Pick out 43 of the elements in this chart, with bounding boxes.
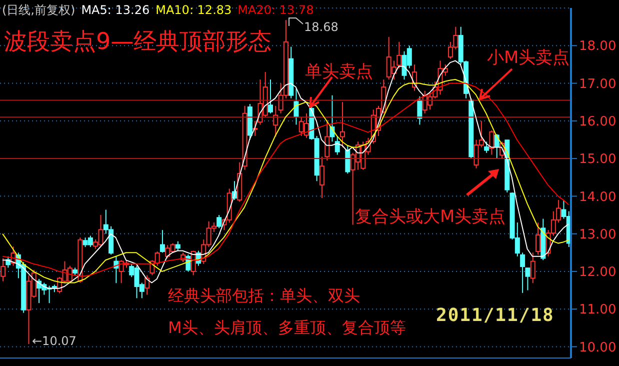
candlestick (268, 79, 273, 114)
y-tick-label: 13.00 (579, 227, 616, 242)
candlestick (294, 88, 299, 126)
annotation: ←10.07 (32, 334, 76, 348)
text: MA20: 13.78 (238, 3, 314, 17)
candlestick (525, 267, 530, 291)
annotation: 2011/11/18 (436, 305, 554, 326)
candlestick (340, 102, 346, 148)
candlestick (417, 96, 422, 126)
candlestick (535, 222, 540, 256)
annotation: M头、头肩顶、多重顶、复合顶等 (168, 318, 406, 339)
annotation: 复合头或大M头卖点 (355, 206, 506, 228)
y-tick-label: 18.00 (579, 39, 616, 54)
candlestick (484, 141, 490, 154)
y-tick-label: 14.00 (579, 190, 616, 205)
y-tick-label: 10.00 (579, 340, 616, 356)
candlestick (396, 41, 402, 69)
y-tick-label: 11.00 (579, 302, 616, 318)
text: MA5: 13.26 (81, 3, 150, 17)
candlestick (345, 144, 350, 174)
candlestick (160, 230, 165, 254)
chart-subtitle: (日线,前复权) (2, 3, 76, 17)
candlestick (530, 252, 536, 284)
y-tick-label: 17.00 (579, 76, 616, 92)
candlestick (273, 105, 278, 138)
y-tick-label: 15.00 (579, 152, 616, 168)
text: 波段卖点9—经典顶部形态 (4, 28, 272, 57)
annotation: 单头卖点 (305, 61, 373, 83)
y-tick-label: 16.00 (579, 114, 616, 130)
candlestick (216, 214, 222, 229)
annotation: 18.68 (304, 20, 338, 34)
candlestick (520, 252, 526, 294)
annotation: 小M头卖点 (487, 47, 570, 69)
candlestick (190, 250, 196, 276)
annotation: 经典头部包括：单头、双头 (168, 286, 360, 307)
candlestick (324, 120, 330, 161)
candlestick (175, 240, 180, 252)
candlestick (144, 274, 150, 296)
text: MA10: 12.83 (156, 3, 232, 17)
candlestick (334, 135, 340, 156)
candlestick (319, 156, 324, 199)
candlestick (489, 130, 494, 156)
y-tick-label: 12.00 (579, 265, 616, 280)
